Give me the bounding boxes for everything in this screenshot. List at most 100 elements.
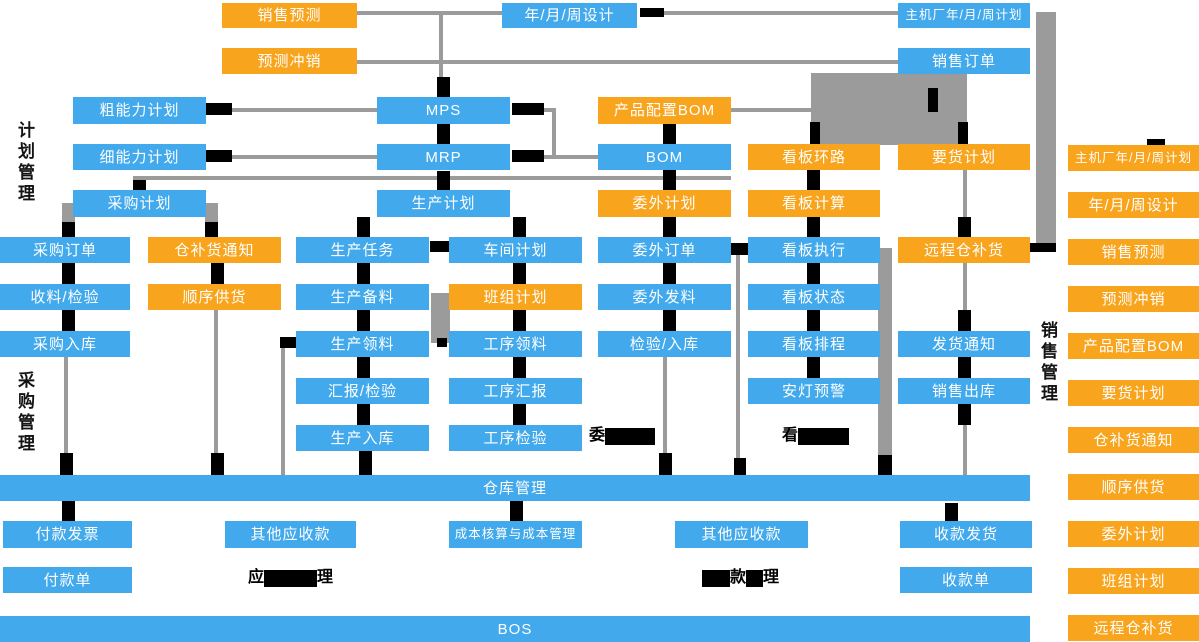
fine-capacity-plan: 细能力计划 bbox=[73, 144, 206, 170]
connector-mark bbox=[663, 263, 676, 284]
right-team-plan: 班组计划 bbox=[1068, 568, 1199, 594]
sequential-supply: 顺序供货 bbox=[148, 284, 281, 310]
connector-line bbox=[963, 425, 967, 475]
right-product-config-bom: 产品配置BOM bbox=[1068, 333, 1199, 359]
outsourcing-order: 委外订单 bbox=[598, 237, 731, 263]
report-inspection: 汇报/检验 bbox=[296, 378, 429, 404]
right-year-month-week-design: 年/月/周设计 bbox=[1068, 192, 1199, 218]
connector-mark bbox=[357, 217, 370, 237]
connector-line bbox=[963, 263, 967, 331]
connector-mark bbox=[810, 122, 820, 145]
connector-mark bbox=[958, 122, 968, 145]
connector-line bbox=[133, 176, 731, 180]
connector-mark bbox=[510, 501, 523, 521]
right-remote-warehouse-replenishment: 远程仓补货 bbox=[1068, 615, 1199, 641]
connector-mark bbox=[807, 263, 820, 284]
connector-mark bbox=[513, 217, 526, 237]
purchase-order: 采购订单 bbox=[0, 237, 130, 263]
connector-mark bbox=[359, 451, 372, 475]
connector-mark bbox=[958, 357, 971, 378]
connector-mark bbox=[430, 241, 451, 252]
production-inbound: 生产入库 bbox=[296, 425, 429, 451]
kanban-status: 看板状态 bbox=[748, 284, 880, 310]
production-material-issue: 生产领料 bbox=[296, 331, 429, 357]
product-config-bom: 产品配置BOM bbox=[598, 97, 731, 124]
label-text: 款 bbox=[730, 569, 747, 586]
connector-mark bbox=[62, 310, 75, 331]
connector-mark bbox=[663, 217, 676, 237]
redaction-bar bbox=[702, 569, 730, 587]
purchase-inbound: 采购入库 bbox=[0, 331, 130, 357]
rough-capacity-plan: 粗能力计划 bbox=[73, 97, 206, 124]
inspection-inbound: 检验/入库 bbox=[598, 331, 731, 357]
connector-mark bbox=[1028, 243, 1056, 252]
sales-outbound: 销售出库 bbox=[898, 378, 1030, 404]
sales-management-label: 销售管理 bbox=[1038, 321, 1057, 405]
receiving-inspection: 收料/检验 bbox=[0, 284, 130, 310]
redaction-bar bbox=[746, 569, 764, 587]
purchase-management-label: 采购管理 bbox=[15, 371, 34, 455]
connector-line bbox=[664, 11, 898, 15]
connector-mark bbox=[211, 263, 224, 284]
team-plan: 班组计划 bbox=[449, 284, 582, 310]
outsourcing-plan: 委外计划 bbox=[598, 190, 731, 217]
connector-mark bbox=[807, 357, 820, 378]
gray-panel bbox=[811, 73, 967, 145]
connector-mark bbox=[62, 222, 75, 237]
outsourcing-management-label: 委 bbox=[589, 427, 656, 445]
redaction-bar bbox=[798, 427, 850, 445]
bos-bar: BOS bbox=[0, 616, 1030, 642]
mrp: MRP bbox=[377, 144, 510, 170]
connector-mark bbox=[513, 263, 526, 284]
connector-mark bbox=[60, 453, 73, 475]
connector-mark bbox=[659, 453, 672, 475]
remote-warehouse-replenishment: 远程仓补货 bbox=[898, 237, 1030, 263]
right-sequential-supply: 顺序供货 bbox=[1068, 474, 1199, 500]
andon-warning: 安灯预警 bbox=[748, 378, 880, 404]
connector-line bbox=[214, 310, 218, 475]
connector-line bbox=[878, 248, 892, 475]
connector-line bbox=[663, 357, 667, 475]
receipt-slip: 收款单 bbox=[900, 567, 1032, 593]
gray-column bbox=[1036, 12, 1056, 252]
connector-mark bbox=[807, 217, 820, 237]
year-month-week-design-top: 年/月/周设计 bbox=[502, 3, 637, 28]
connector-mark bbox=[1147, 139, 1165, 146]
right-outsourcing-plan: 委外计划 bbox=[1068, 521, 1199, 547]
connector-mark bbox=[357, 404, 370, 425]
connector-line bbox=[228, 108, 377, 112]
other-receivables-left: 其他应收款 bbox=[225, 521, 356, 548]
forecast-writeoff-top: 预测冲销 bbox=[222, 48, 357, 74]
right-sales-forecast: 销售预测 bbox=[1068, 239, 1199, 265]
payable-management-label: 应理 bbox=[248, 569, 333, 587]
sales-order: 销售订单 bbox=[898, 48, 1030, 74]
connector-mark bbox=[205, 222, 218, 237]
connector-mark bbox=[512, 150, 544, 162]
label-text: 看 bbox=[782, 427, 799, 444]
cost-accounting-management: 成本核算与成本管理 bbox=[449, 521, 582, 548]
production-task: 生产任务 bbox=[296, 237, 429, 263]
connector-mark bbox=[640, 8, 664, 17]
process-inspection: 工序检验 bbox=[449, 425, 582, 451]
connector-line bbox=[439, 13, 443, 77]
connector-mark bbox=[513, 357, 526, 378]
connector-mark bbox=[807, 310, 820, 331]
connector-line bbox=[963, 170, 967, 237]
connector-mark bbox=[945, 503, 958, 521]
connector-mark bbox=[437, 124, 450, 144]
connector-line bbox=[542, 108, 556, 112]
connector-mark bbox=[206, 103, 232, 115]
connector-mark bbox=[663, 170, 676, 190]
payment-invoice: 付款发票 bbox=[3, 521, 132, 548]
connector-mark bbox=[357, 357, 370, 378]
receipt-delivery: 收款发货 bbox=[900, 521, 1032, 548]
warehouse-replenishment-notice: 仓补货通知 bbox=[148, 237, 281, 263]
material-call-plan: 要货计划 bbox=[898, 144, 1030, 170]
production-plan: 生产计划 bbox=[377, 190, 510, 217]
right-forecast-writeoff: 预测冲销 bbox=[1068, 286, 1199, 312]
connector-mark bbox=[928, 88, 938, 112]
connector-mark bbox=[133, 180, 146, 190]
redaction-bar bbox=[605, 427, 656, 445]
plan-management-label: 计划管理 bbox=[15, 121, 34, 205]
